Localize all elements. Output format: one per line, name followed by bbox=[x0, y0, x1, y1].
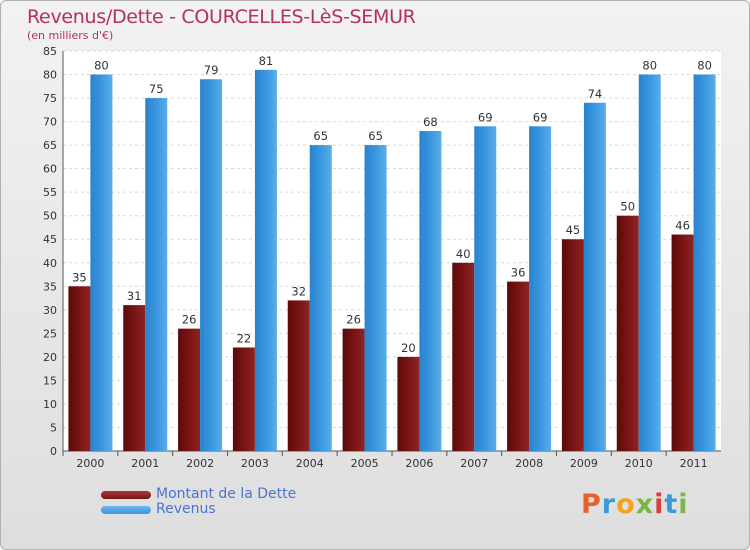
x-tick-label: 2006 bbox=[405, 457, 433, 470]
y-tick-label: 45 bbox=[43, 233, 57, 246]
bar-dette bbox=[397, 356, 420, 451]
bar-revenus bbox=[529, 126, 552, 451]
y-tick-label: 30 bbox=[43, 304, 57, 317]
y-tick-label: 35 bbox=[43, 280, 57, 293]
bar-revenus bbox=[474, 126, 497, 451]
x-tick-label: 2011 bbox=[680, 457, 708, 470]
y-tick-label: 50 bbox=[43, 210, 57, 223]
bar-revenus bbox=[200, 79, 223, 451]
y-tick-label: 15 bbox=[43, 374, 57, 387]
bar-dette bbox=[671, 234, 694, 451]
x-tick-label: 2009 bbox=[570, 457, 598, 470]
data-label: 74 bbox=[588, 87, 603, 101]
y-tick-label: 20 bbox=[43, 351, 57, 364]
bar-revenus bbox=[693, 74, 716, 451]
logo-letter: o bbox=[616, 489, 636, 520]
y-tick-label: 25 bbox=[43, 327, 57, 340]
y-tick-label: 5 bbox=[50, 421, 57, 434]
y-tick-label: 55 bbox=[43, 186, 57, 199]
data-label: 22 bbox=[237, 331, 252, 345]
bar-dette bbox=[616, 215, 639, 451]
y-tick-label: 60 bbox=[43, 163, 57, 176]
data-label: 69 bbox=[533, 110, 548, 124]
x-tick-label: 2000 bbox=[76, 457, 104, 470]
legend-swatch-revenus bbox=[101, 506, 151, 514]
data-label: 80 bbox=[94, 59, 109, 73]
bar-revenus bbox=[145, 98, 168, 451]
data-label: 45 bbox=[566, 223, 581, 237]
data-label: 75 bbox=[149, 82, 164, 96]
legend-swatch-dette bbox=[101, 491, 151, 499]
x-tick-label: 2008 bbox=[515, 457, 543, 470]
x-tick-label: 2010 bbox=[625, 457, 653, 470]
bar-revenus bbox=[364, 145, 387, 451]
y-tick-label: 10 bbox=[43, 398, 57, 411]
data-label: 65 bbox=[368, 129, 383, 143]
data-label: 26 bbox=[182, 313, 197, 327]
data-label: 65 bbox=[313, 129, 328, 143]
data-label: 80 bbox=[642, 59, 657, 73]
bar-dette bbox=[561, 239, 584, 451]
bar-revenus bbox=[419, 131, 442, 451]
bar-revenus bbox=[583, 102, 606, 451]
bar-dette bbox=[123, 305, 146, 451]
bar-dette bbox=[232, 347, 255, 451]
data-label: 69 bbox=[478, 110, 493, 124]
chart-subtitle: (en milliers d'€) bbox=[27, 29, 114, 42]
y-tick-label: 40 bbox=[43, 257, 57, 270]
bar-revenus bbox=[638, 74, 661, 451]
data-label: 50 bbox=[620, 200, 635, 214]
data-label: 26 bbox=[346, 313, 361, 327]
data-label: 79 bbox=[204, 63, 219, 77]
data-label: 68 bbox=[423, 115, 438, 129]
bar-dette bbox=[507, 281, 530, 451]
chart-title: Revenus/Dette - COURCELLES-LèS-SEMUR bbox=[27, 6, 416, 28]
data-label: 81 bbox=[259, 54, 274, 68]
x-tick-label: 2003 bbox=[241, 457, 269, 470]
data-label: 35 bbox=[72, 270, 87, 284]
bar-dette bbox=[287, 300, 310, 451]
plot-area bbox=[63, 51, 721, 451]
legend-label-revenus: Revenus bbox=[156, 501, 216, 517]
bar-dette bbox=[178, 328, 201, 451]
y-tick-label: 65 bbox=[43, 139, 57, 152]
logo-letter: t bbox=[664, 489, 679, 520]
x-tick-label: 2001 bbox=[131, 457, 159, 470]
x-tick-label: 2007 bbox=[460, 457, 488, 470]
y-tick-label: 75 bbox=[43, 92, 57, 105]
data-label: 46 bbox=[675, 219, 690, 233]
legend-label-dette: Montant de la Dette bbox=[156, 486, 297, 502]
x-tick-label: 2002 bbox=[186, 457, 214, 470]
y-tick-label: 0 bbox=[50, 445, 57, 458]
y-tick-label: 85 bbox=[43, 45, 57, 58]
logo-letter: P bbox=[581, 489, 602, 520]
y-tick-label: 70 bbox=[43, 116, 57, 129]
proxiti-logo: Proxiti bbox=[581, 489, 689, 520]
data-label: 31 bbox=[127, 289, 142, 303]
data-label: 36 bbox=[511, 266, 526, 280]
data-label: 40 bbox=[456, 247, 471, 261]
bar-dette bbox=[452, 262, 475, 451]
logo-letter: i bbox=[678, 489, 689, 520]
bar-dette bbox=[342, 328, 365, 451]
y-tick-label: 80 bbox=[43, 69, 57, 82]
bar-revenus bbox=[90, 74, 113, 451]
logo-letter: r bbox=[601, 489, 617, 520]
logo-letter: i bbox=[654, 489, 665, 520]
x-tick-label: 2005 bbox=[351, 457, 379, 470]
data-label: 20 bbox=[401, 341, 416, 355]
data-label: 32 bbox=[291, 284, 306, 298]
x-tick-label: 2004 bbox=[296, 457, 324, 470]
data-label: 80 bbox=[697, 59, 712, 73]
bar-revenus bbox=[254, 69, 277, 451]
bar-revenus bbox=[309, 145, 332, 451]
logo-letter: x bbox=[635, 489, 655, 520]
bar-dette bbox=[68, 286, 91, 451]
